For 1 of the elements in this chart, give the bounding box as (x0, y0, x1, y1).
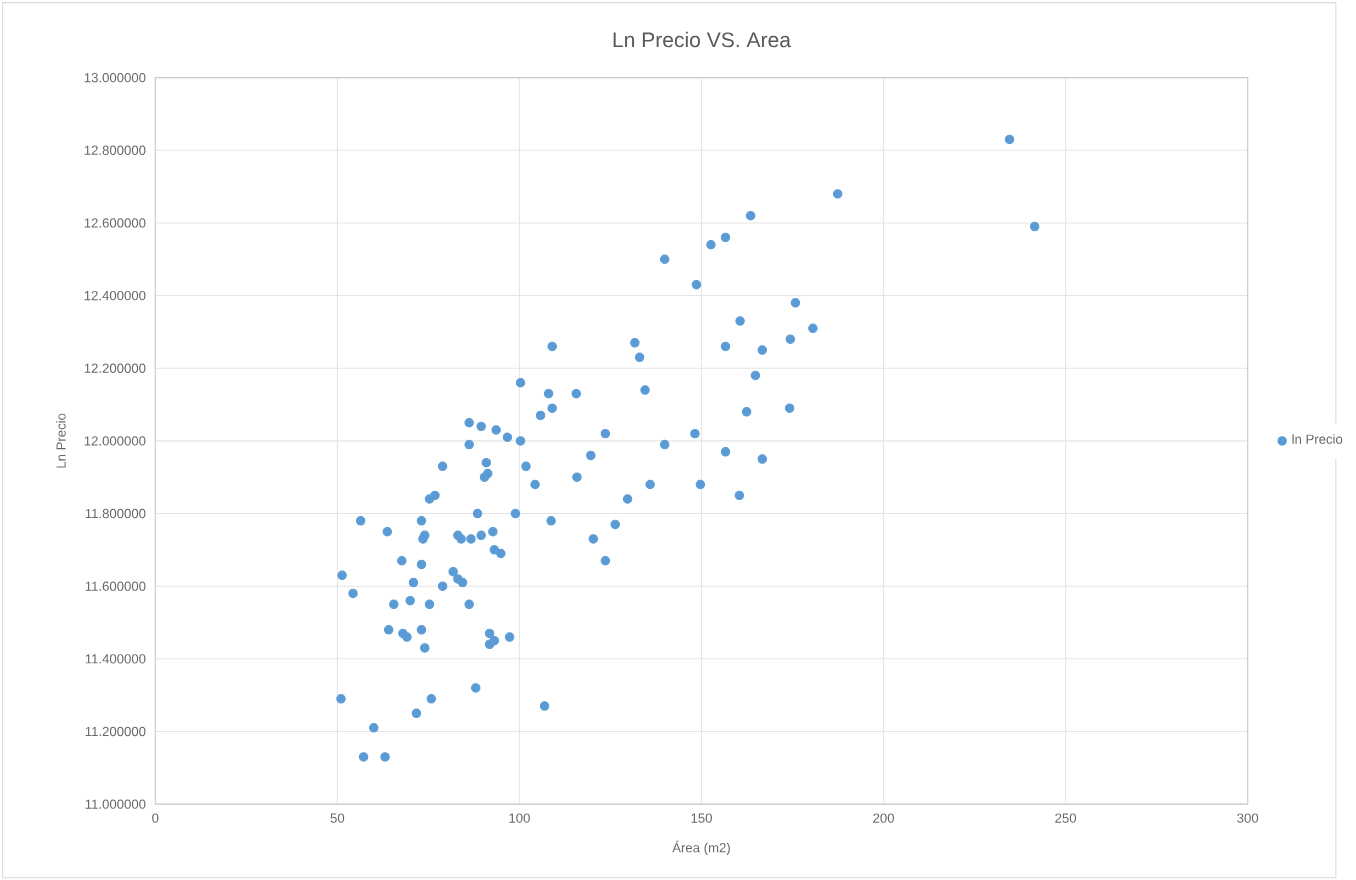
chart-title: Ln Precio VS. Area (613, 31, 792, 48)
